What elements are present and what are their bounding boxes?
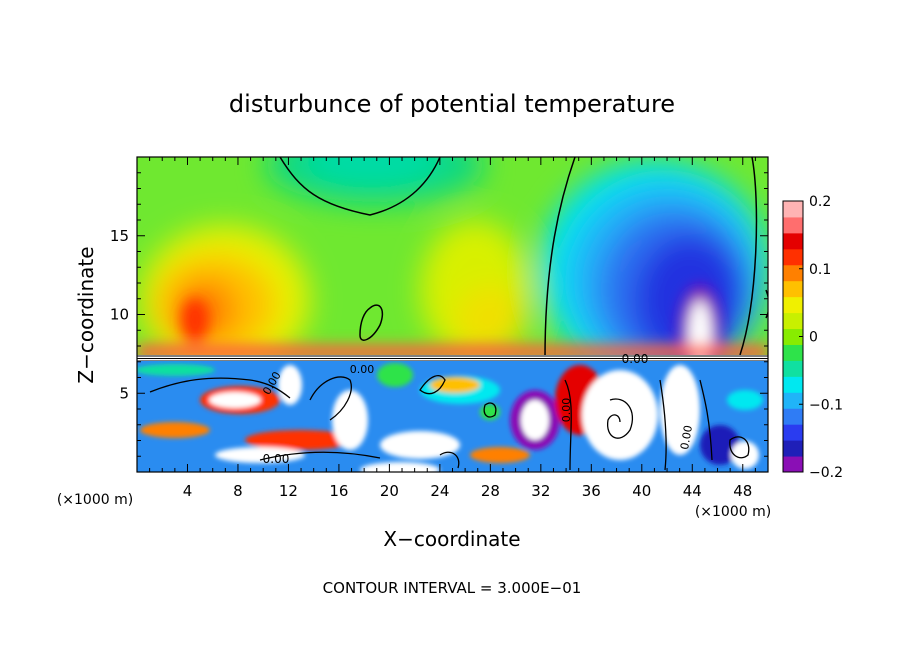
x-tick-label: 12 (279, 482, 298, 500)
x-tick-label: 44 (683, 482, 702, 500)
upper-layer-field (137, 157, 768, 358)
x-tick-label: 20 (380, 482, 399, 500)
y-axis: 5 10 15 (110, 172, 768, 457)
x-tick-label: 48 (733, 482, 752, 500)
y-tick-label: 5 (119, 384, 129, 402)
colorbar-segment (783, 344, 803, 361)
colorbar-segment (783, 424, 803, 441)
contour-label: 0.00 (350, 363, 375, 376)
x-tick-label: 16 (329, 482, 348, 500)
colorbar-segment (783, 456, 803, 473)
colorbar-segment (783, 376, 803, 393)
x-unit-left: (×1000 m) (57, 492, 133, 508)
colorbar-segment (783, 440, 803, 457)
colorbar: 0.2 0.1 0 −0.1 −0.2 (782, 194, 843, 481)
contour-label: 0.00 (678, 424, 695, 450)
colorbar-tick-label: 0.2 (809, 194, 831, 210)
colorbar-segment (783, 280, 803, 298)
colorbar-segment (783, 264, 803, 282)
x-tick-label: 8 (233, 482, 243, 500)
colorbar-tick-label: −0.2 (809, 465, 843, 481)
colorbar-tick-label: 0 (809, 330, 818, 346)
y-tick-label: 15 (110, 227, 129, 245)
colorbar-segment (783, 216, 803, 234)
x-tick-label: 28 (481, 482, 500, 500)
lower-layer-field (137, 361, 768, 472)
contour-label: 0.00 (622, 352, 649, 366)
chart-title: disturbunce of potential temperature (229, 90, 675, 118)
contour-interval-note: CONTOUR INTERVAL = 3.000E−01 (323, 579, 582, 597)
colorbar-segment (783, 312, 803, 330)
x-tick-label: 4 (183, 482, 193, 500)
y-tick-label: 10 (110, 306, 129, 324)
colorbar-tick-label: 0.1 (809, 262, 831, 278)
colorbar-segment (783, 360, 803, 377)
x-unit-right: (×1000 m) (695, 504, 771, 520)
contour-label: 0.00 (560, 398, 573, 423)
colorbar-segment (783, 232, 803, 250)
x-tick-label: 24 (430, 482, 449, 500)
x-axis-label: X−coordinate (383, 527, 520, 551)
x-tick-label: 36 (582, 482, 601, 500)
heatmap-field: 0.00 0.00 0.00 0.00 0.00 0.00 (137, 157, 768, 472)
colorbar-segment (783, 296, 803, 314)
contour-label: 0.00 (263, 452, 290, 466)
colorbar-tick-label: −0.1 (809, 397, 843, 413)
x-tick-label: 40 (632, 482, 651, 500)
colorbar-segment (783, 328, 803, 345)
colorbar-segment (783, 248, 803, 266)
y-axis-label: Z−coordinate (74, 246, 98, 383)
colorbar-segment (783, 201, 803, 218)
x-tick-label: 32 (531, 482, 550, 500)
x-axis: 4 8 12 16 20 24 28 32 36 40 44 48 (149, 157, 756, 500)
colorbar-segment (783, 408, 803, 425)
colorbar-segment (783, 392, 803, 409)
